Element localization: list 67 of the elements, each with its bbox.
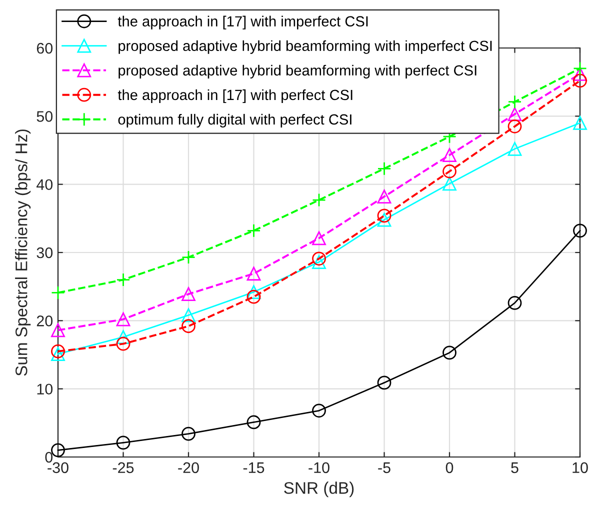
legend-label: optimum fully digital with perfect CSI [118, 114, 352, 128]
point [51, 443, 65, 458]
x-tick-label: -20 [178, 462, 199, 474]
y-tick-label: 60 [36, 42, 53, 54]
point [116, 336, 130, 351]
x-tick-label: 0 [446, 462, 454, 474]
x-tick-label: 10 [572, 462, 588, 474]
point [246, 285, 261, 299]
point [116, 272, 130, 287]
point [51, 347, 65, 362]
point [182, 250, 196, 264]
point [573, 62, 587, 76]
point [508, 296, 522, 310]
point [312, 255, 326, 269]
point [377, 212, 392, 227]
point [442, 164, 456, 178]
y-tick-label: 50 [36, 111, 53, 122]
point [573, 224, 587, 238]
x-tick-label: 5 [511, 462, 518, 474]
x-tick-label: -5 [378, 462, 390, 474]
point [573, 74, 587, 88]
point [51, 344, 65, 358]
point [377, 376, 392, 390]
point [182, 426, 196, 441]
point [442, 176, 456, 191]
legend-label: proposed adaptive hybrid beamforming with perfect CSI [118, 64, 476, 78]
legend-label: the approach in [17] with perfect CSI [118, 89, 352, 103]
point [442, 346, 456, 360]
y-tick-label: 30 [36, 247, 53, 258]
point [312, 231, 326, 246]
point [312, 404, 326, 418]
point [508, 119, 522, 134]
point [246, 290, 261, 304]
point [246, 224, 261, 238]
y-tick-label: 20 [36, 316, 53, 326]
y-tick-label: 10 [37, 384, 53, 395]
point [51, 323, 65, 338]
point [182, 308, 196, 322]
point [508, 94, 522, 109]
point [573, 66, 587, 81]
x-tick-label: -15 [243, 462, 264, 474]
x-tick-label: -25 [112, 462, 134, 474]
x-axis-title: SNR (dB) [284, 482, 354, 498]
y-tick-label: 0 [45, 452, 53, 463]
point [312, 252, 326, 266]
legend-label: the approach in [17] with imperfect CSI [118, 16, 368, 30]
point [377, 190, 392, 204]
point [116, 330, 130, 344]
point [246, 415, 261, 430]
point [116, 312, 130, 326]
y-axis-title: Sum Spectral Efficiency (bps/ Hz) [15, 130, 31, 376]
point [182, 287, 196, 302]
point [246, 266, 261, 281]
legend-label: proposed adaptive hybrid beamforming with imperfect CSI [118, 40, 492, 54]
point [377, 208, 392, 223]
point [116, 436, 130, 450]
point [51, 286, 65, 300]
point [573, 116, 587, 130]
point [508, 107, 522, 122]
x-tick-label: -10 [308, 462, 330, 474]
x-tick-label: -30 [48, 462, 68, 474]
point [508, 142, 522, 156]
point [182, 319, 196, 334]
y-tick-label: 40 [36, 179, 53, 190]
point [442, 148, 456, 162]
point [377, 162, 392, 176]
point [312, 193, 326, 207]
